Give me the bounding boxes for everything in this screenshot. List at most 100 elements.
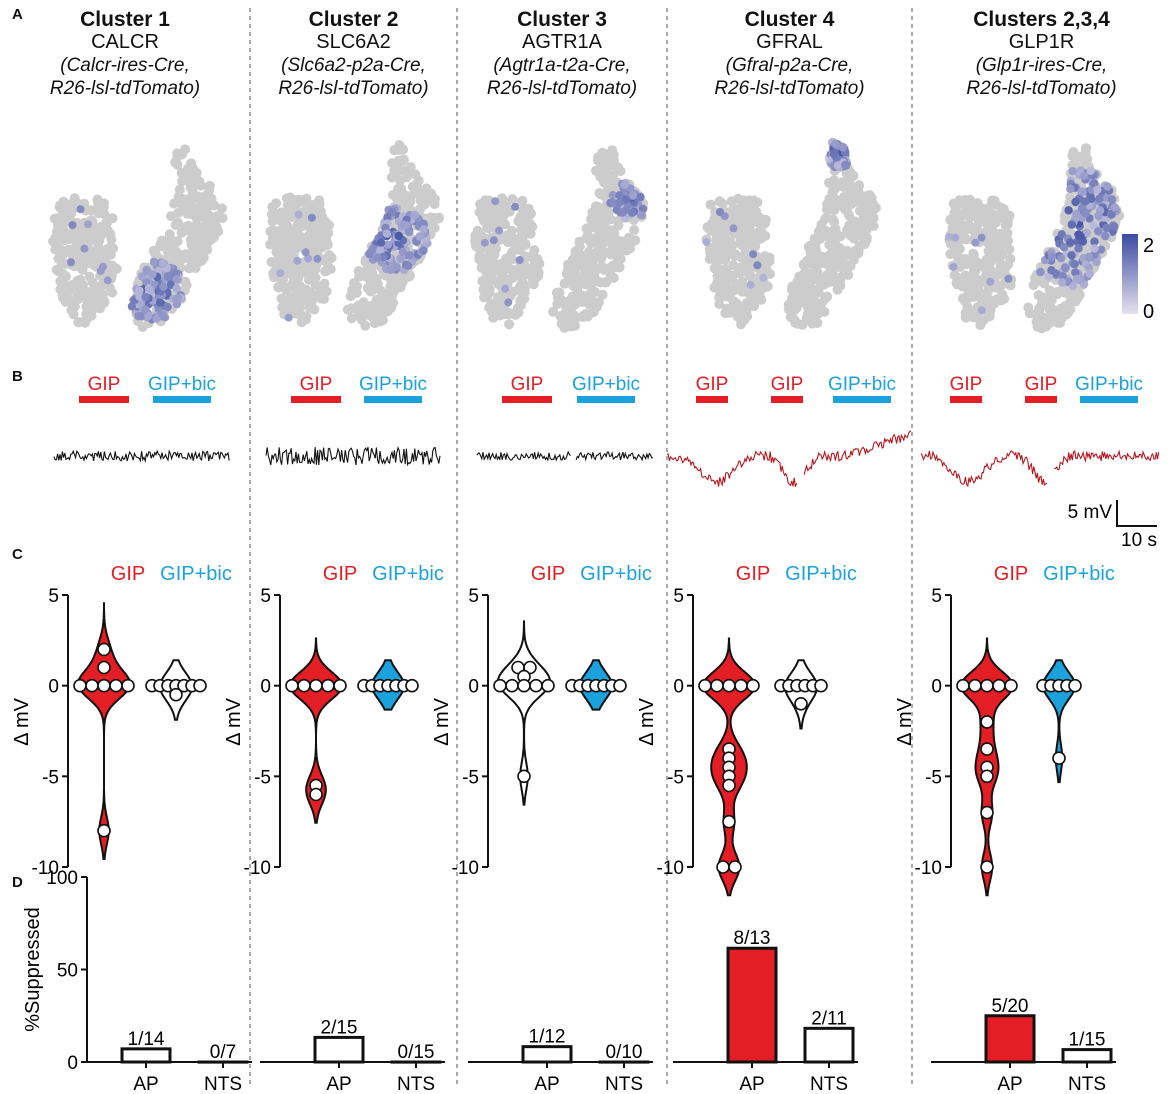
data-point xyxy=(517,678,531,693)
genotype-line: R26-lsl-tdTomato) xyxy=(966,78,1117,99)
umap-cell-point xyxy=(162,246,173,257)
umap-expressing-point xyxy=(1090,237,1099,246)
umap-cell-point xyxy=(106,234,117,245)
umap-cell-point xyxy=(193,256,204,267)
x-tick-label: AP xyxy=(997,1074,1022,1094)
umap-cell-point xyxy=(180,277,191,288)
umap-expressing-point xyxy=(103,276,112,285)
gip-application-bar xyxy=(79,396,129,403)
y-axis-label: %Suppressed xyxy=(22,907,44,1032)
umap-expressing-point xyxy=(949,263,958,271)
data-point xyxy=(968,678,982,693)
umap-cell-point xyxy=(434,212,445,223)
data-point xyxy=(698,678,712,693)
umap-expressing-point xyxy=(749,250,758,259)
voltage-trace xyxy=(666,450,798,487)
data-point xyxy=(814,678,828,693)
x-tick-label: AP xyxy=(133,1074,158,1094)
umap-expressing-point xyxy=(716,208,724,216)
umap-cell-point xyxy=(324,220,334,231)
umap-cell-point xyxy=(182,208,193,219)
umap-cell-point xyxy=(829,175,839,186)
umap-expressing-point xyxy=(1036,267,1045,277)
umap-cell-point xyxy=(211,222,222,233)
umap-expressing-point xyxy=(621,195,631,204)
umap-cell-point xyxy=(268,268,279,279)
umap-cell-point xyxy=(593,152,604,163)
umap-expressing-point xyxy=(1081,208,1090,218)
umap-cell-point xyxy=(709,263,720,274)
umap-expressing-point xyxy=(615,191,624,200)
umap-expressing-point xyxy=(172,284,181,293)
x-tick-label: AP xyxy=(534,1074,559,1094)
umap-cell-point xyxy=(813,226,824,237)
umap-cell-point xyxy=(587,207,598,218)
umap-cell-point xyxy=(1039,278,1050,289)
data-point xyxy=(980,769,994,784)
umap-cell-point xyxy=(395,282,406,293)
cluster-title: Cluster 2 xyxy=(308,8,399,31)
umap-cell-point xyxy=(593,297,604,308)
umap-cell-point xyxy=(72,238,83,249)
data-point xyxy=(505,678,519,693)
umap-cell-point xyxy=(322,228,333,239)
umap-cell-point xyxy=(804,279,815,290)
umap-cell-point xyxy=(597,289,608,300)
umap-cell-point xyxy=(945,249,956,260)
legend-gip-bic: GIP+bic xyxy=(372,563,444,585)
genotype-line: R26-lsl-tdTomato) xyxy=(486,78,638,99)
umap-cell-point xyxy=(84,271,95,282)
umap-cell-point xyxy=(180,144,191,155)
umap-expressing-point xyxy=(1110,203,1119,212)
panel-letter-b: B xyxy=(12,368,23,385)
umap-cell-point xyxy=(500,219,510,230)
umap-cell-point xyxy=(58,196,69,207)
umap-cell-point xyxy=(519,293,530,304)
data-point xyxy=(728,860,742,874)
data-point xyxy=(85,678,99,693)
umap-cell-point xyxy=(998,232,1009,243)
umap-cell-point xyxy=(822,204,832,215)
umap-cell-point xyxy=(586,235,597,246)
cluster-title: Cluster 3 xyxy=(517,8,607,31)
umap-expressing-point xyxy=(1090,179,1099,188)
umap-expressing-point xyxy=(831,139,840,148)
umap-cell-point xyxy=(281,220,292,230)
umap-cell-point xyxy=(68,309,79,320)
umap-cell-point xyxy=(804,312,815,323)
umap-cell-point xyxy=(814,257,825,268)
umap-cell-point xyxy=(518,227,529,238)
umap-cell-point xyxy=(548,306,559,317)
umap-cell-point xyxy=(172,236,183,247)
umap-expressing-point xyxy=(1072,274,1082,284)
umap-cell-point xyxy=(802,255,812,266)
umap-cell-point xyxy=(608,175,619,186)
legend-gip: GIP xyxy=(531,563,565,585)
cluster-title: Cluster 4 xyxy=(744,8,835,31)
umap-expressing-point xyxy=(1068,167,1077,176)
y-tick-label: 5 xyxy=(260,586,271,607)
umap-expressing-point xyxy=(515,256,524,264)
umap-scatter xyxy=(48,144,228,332)
umap-cell-point xyxy=(758,217,769,228)
umap-cell-point xyxy=(137,322,148,332)
umap-expressing-point xyxy=(636,192,645,202)
y-axis-label: Δ mV xyxy=(636,697,658,745)
umap-cell-point xyxy=(322,239,333,250)
bar-nts xyxy=(803,1026,855,1064)
umap-expressing-point xyxy=(99,262,107,271)
umap-cell-point xyxy=(730,249,741,260)
umap-cell-point xyxy=(398,155,409,166)
umap-expressing-point xyxy=(1096,245,1106,254)
umap-cell-point xyxy=(859,239,870,250)
umap-cell-point xyxy=(572,274,583,285)
umap-cell-point xyxy=(588,307,599,318)
bar-data-label: 2/11 xyxy=(811,1008,847,1029)
gip-bic-label: GIP+bic xyxy=(572,374,640,395)
umap-cell-point xyxy=(529,245,540,256)
gip-application-bar xyxy=(291,396,341,403)
umap-expressing-point xyxy=(628,191,638,200)
umap-cell-point xyxy=(376,286,387,296)
umap-cell-point xyxy=(824,239,835,250)
umap-cell-point xyxy=(983,224,994,235)
